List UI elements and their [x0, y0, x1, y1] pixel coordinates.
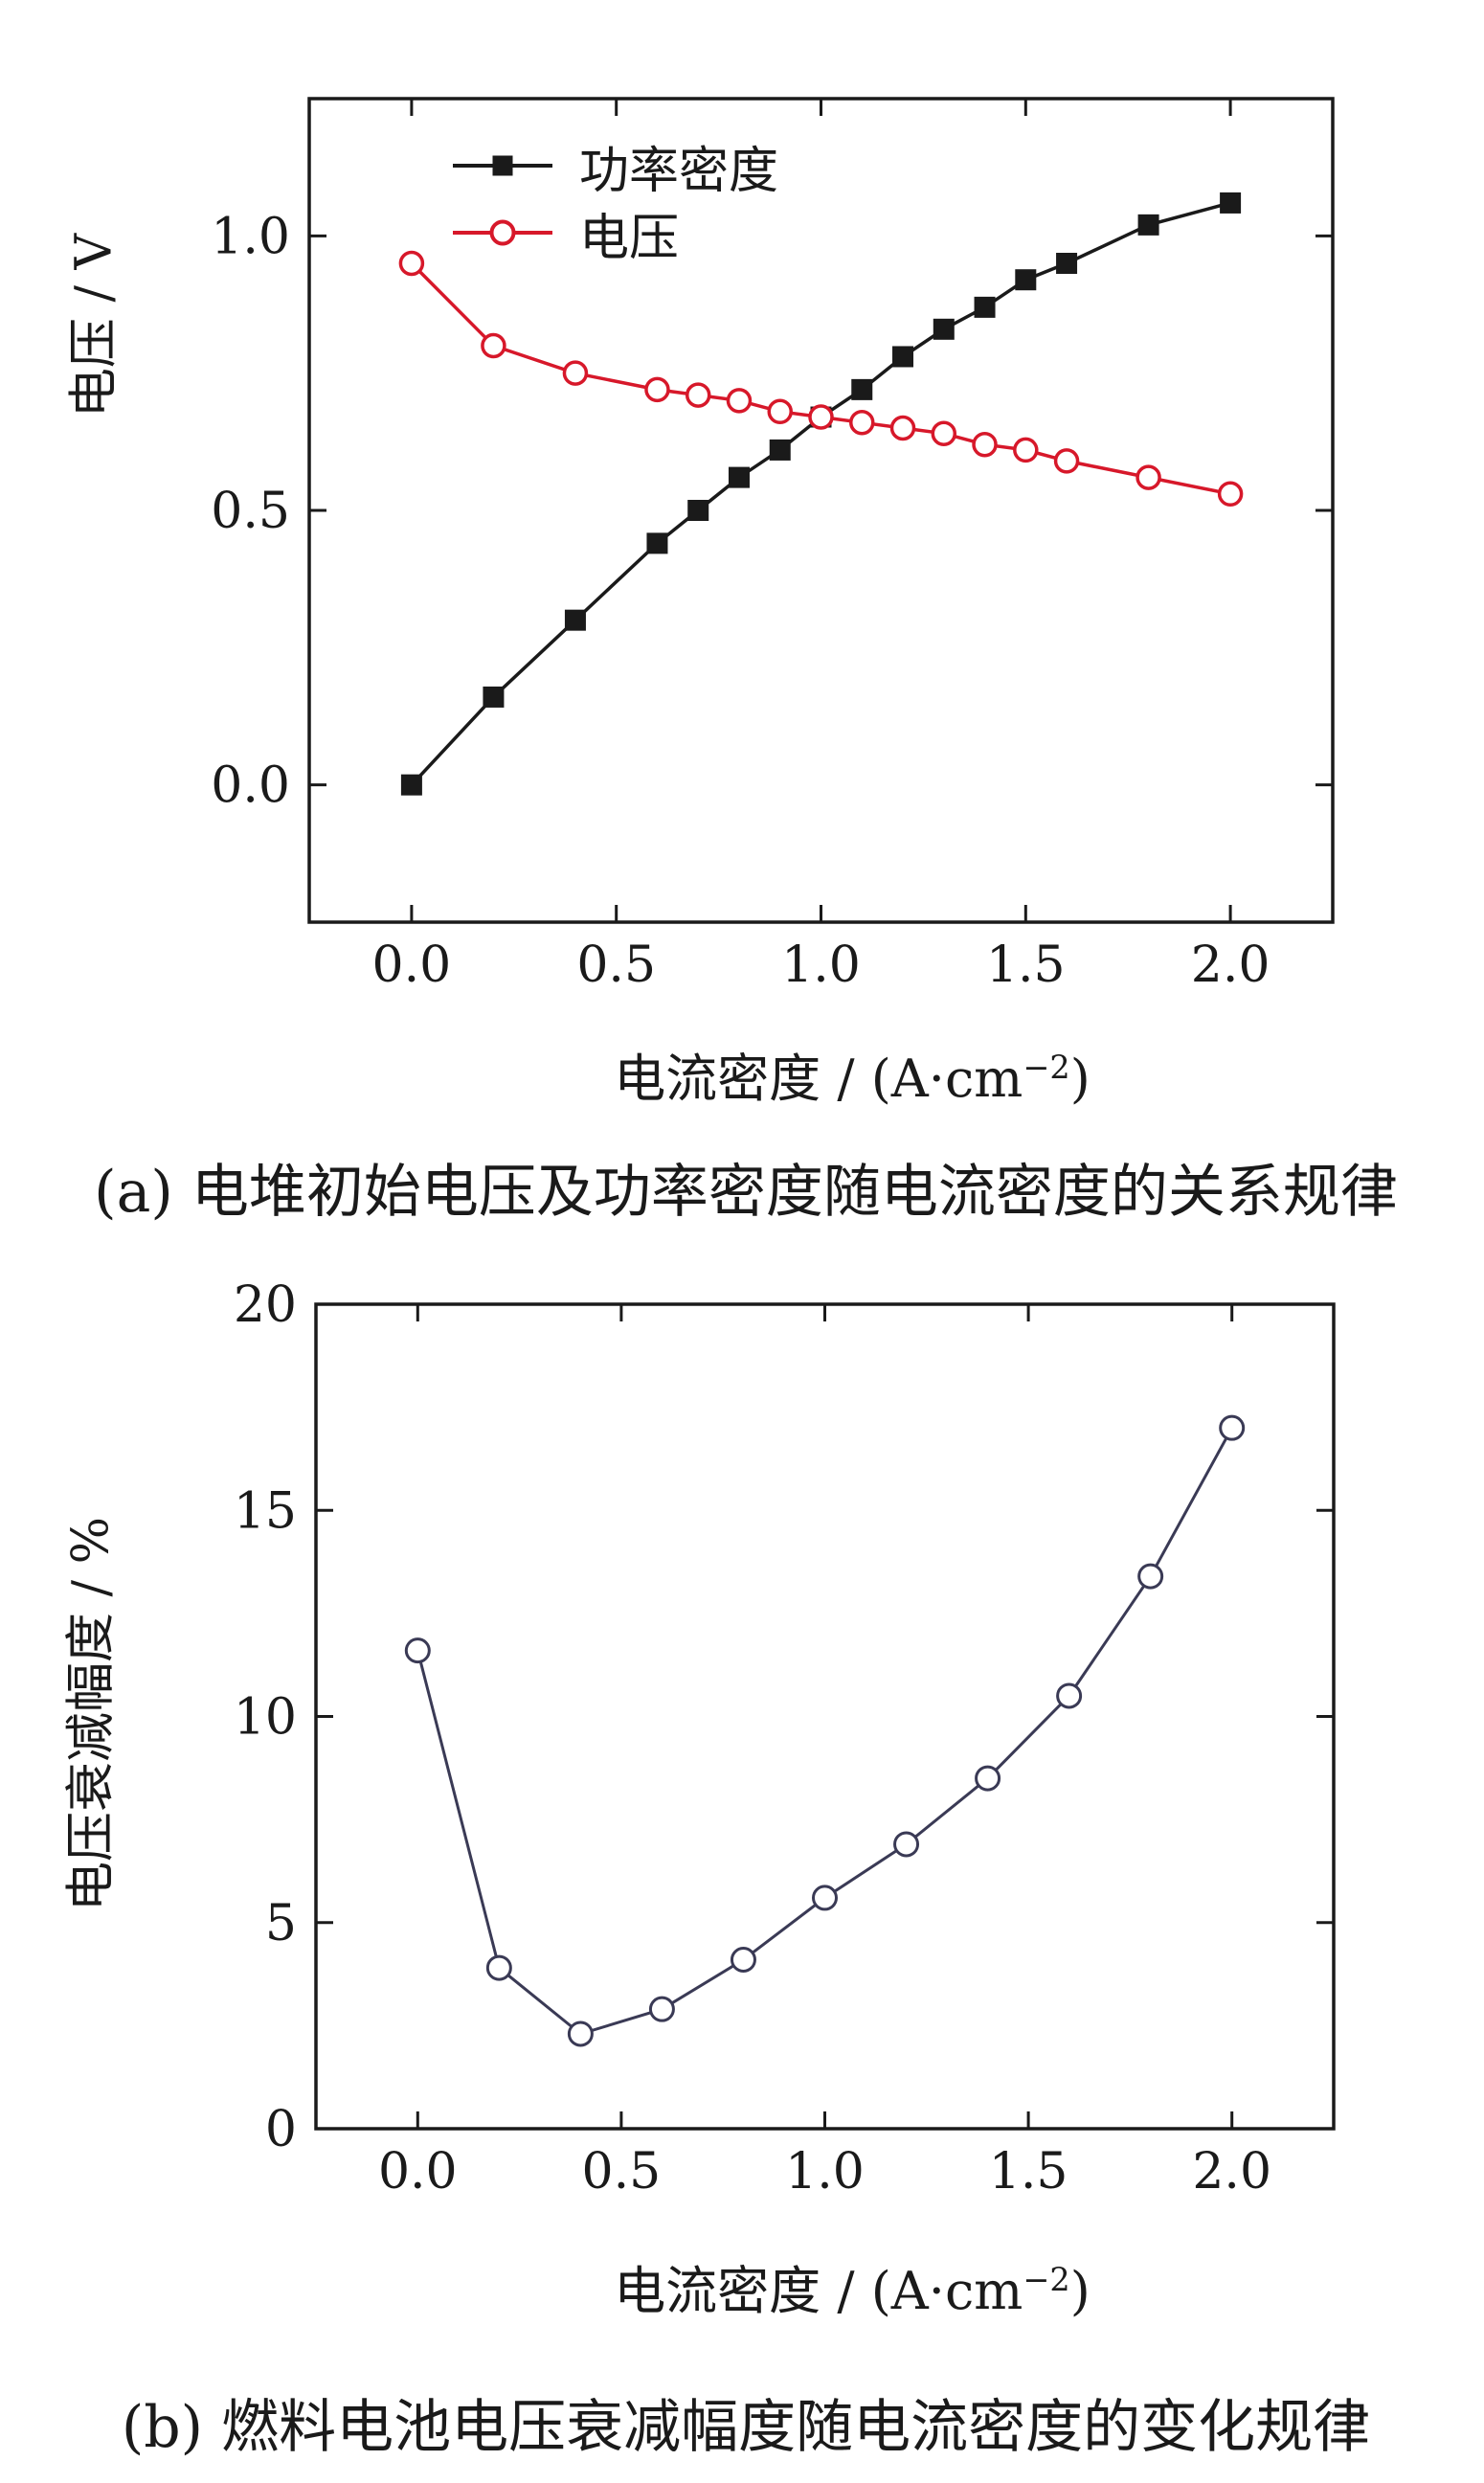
square-marker	[687, 500, 709, 521]
x-tick-label: 0.5	[582, 2143, 662, 2201]
panel-b-x-axis-label-text: 电流密度 / (A·cm	[614, 2261, 1023, 2321]
circle-marker	[567, 2020, 594, 2047]
square-marker	[933, 318, 955, 340]
y-tick-label: 15	[234, 1482, 297, 1540]
circle-marker	[726, 388, 753, 414]
series-line	[410, 261, 1231, 496]
y-tick-label: 0	[265, 2101, 297, 2158]
circle-marker	[975, 1765, 1001, 1792]
legend-label-voltage: 电压	[579, 209, 680, 267]
panel-b-y-axis-label: 电压衰减幅度 / %	[62, 1517, 121, 1911]
series-line	[416, 1427, 1234, 2036]
square-marker	[483, 686, 505, 708]
circle-marker	[644, 376, 670, 403]
panel-a-x-axis-label-text: 电流密度 / (A·cm	[614, 1049, 1023, 1109]
circle-marker	[808, 404, 834, 430]
square-marker	[1015, 269, 1037, 291]
panel-b-plot: 0.0 0.5 1.0 1.5 2.0 0 5 10 15 20	[234, 1276, 1336, 2201]
circle-marker	[1056, 1682, 1083, 1709]
x-tick-label: 1.5	[989, 2143, 1068, 2201]
x-tick-label: 1.5	[986, 937, 1066, 994]
series-电压	[398, 250, 1244, 508]
circle-marker	[398, 250, 425, 277]
circle-marker	[730, 1946, 756, 1973]
circle-marker	[1053, 448, 1080, 474]
circle-marker	[889, 415, 916, 441]
square-marker	[564, 609, 586, 631]
series-功率密度	[400, 192, 1242, 796]
y-tick-label: 20	[234, 1276, 297, 1334]
panel-b-x-axis-label: 电流密度 / (A·cm−2)	[614, 2248, 1091, 2324]
panel-b-axes-frame	[314, 1302, 1336, 2131]
legend-item-power-density: 功率密度	[453, 132, 779, 200]
legend-square-power	[492, 155, 513, 176]
circle-marker	[1219, 1414, 1246, 1441]
x-tick-label: 1.0	[785, 2143, 865, 2201]
y-tick-label: 5	[265, 1895, 297, 1953]
legend-label-power-density: 功率密度	[579, 142, 779, 200]
square-marker	[769, 439, 791, 461]
circle-marker	[562, 360, 589, 386]
x-tick-label: 0.5	[576, 937, 656, 994]
panel-a-plot: 0.0 0.5 1.0 1.5 2.0 0.0 0.5 1.0	[211, 97, 1335, 994]
panel-b-x-axis-label-close: )	[1069, 2261, 1091, 2321]
square-marker	[974, 296, 996, 318]
legend-circle-voltage	[489, 219, 516, 246]
voltage-legend-marker-icon	[453, 219, 552, 246]
y-tick-label: 1.0	[211, 208, 290, 265]
square-marker	[1056, 253, 1078, 274]
circle-marker	[812, 1885, 838, 1911]
x-tick-label: 0.0	[372, 937, 452, 994]
x-tick-label: 2.0	[1191, 937, 1270, 994]
panel-b-caption: (b) 燃料电池电压衰减幅度随电流密度的变化规律	[121, 2394, 1371, 2461]
square-marker	[400, 774, 422, 796]
panel-a-x-axis-label: 电流密度 / (A·cm−2)	[614, 1036, 1091, 1112]
y-tick-label: 0.0	[211, 757, 290, 815]
circle-marker	[893, 1831, 920, 1858]
square-marker	[892, 346, 914, 368]
circle-marker	[972, 431, 998, 458]
legend-item-voltage: 电压	[453, 199, 778, 267]
x-tick-label: 0.0	[378, 2143, 458, 2201]
panel-a-caption: (a) 电堆初始电压及功率密度随电流密度的关系规律	[94, 1159, 1398, 1226]
circle-marker	[404, 1637, 431, 1664]
square-marker	[1220, 192, 1242, 214]
circle-marker	[1217, 481, 1244, 508]
power-density-legend-marker-icon	[453, 152, 552, 179]
circle-marker	[767, 398, 793, 425]
panel-a-legend: 功率密度 电压	[453, 132, 779, 267]
square-marker	[646, 532, 668, 554]
circle-marker	[481, 332, 506, 359]
square-marker	[728, 466, 750, 488]
series-电压衰减幅度	[404, 1414, 1246, 2047]
circle-marker	[931, 420, 957, 446]
y-tick-label: 0.5	[211, 483, 290, 540]
series-line	[410, 201, 1231, 786]
x-tick-label: 2.0	[1192, 2143, 1271, 2201]
square-marker	[851, 378, 873, 400]
circle-marker	[685, 382, 711, 408]
circle-marker	[1135, 464, 1161, 490]
panel-a-x-axis-label-close: )	[1069, 1049, 1091, 1109]
panel-b-x-axis-label-superscript: −2	[1023, 2261, 1070, 2298]
y-tick-label: 10	[234, 1689, 297, 1747]
circle-marker	[1013, 437, 1039, 463]
circle-marker	[849, 410, 875, 436]
circle-marker	[1137, 1563, 1164, 1590]
panel-a-x-axis-label-superscript: −2	[1023, 1049, 1070, 1086]
circle-marker	[485, 1954, 512, 1981]
square-marker	[1137, 214, 1159, 236]
panel-a-y-axis-label: 电压 / V	[65, 233, 124, 418]
circle-marker	[648, 1996, 675, 2022]
x-tick-label: 1.0	[781, 937, 861, 994]
